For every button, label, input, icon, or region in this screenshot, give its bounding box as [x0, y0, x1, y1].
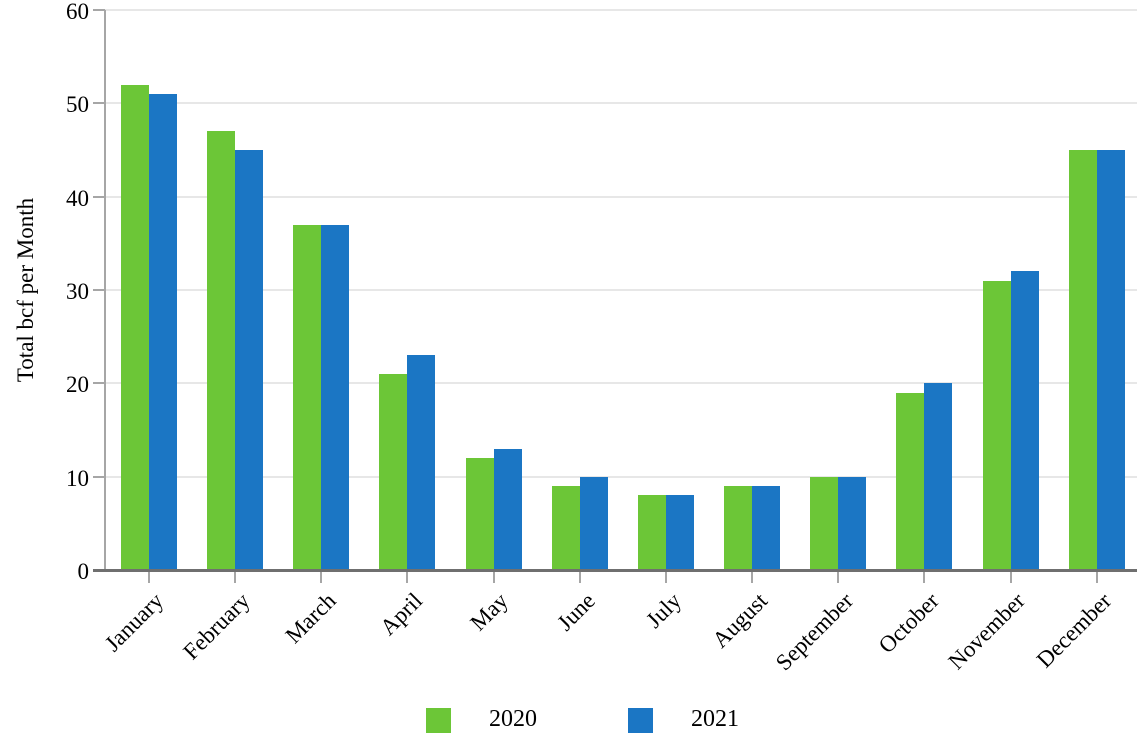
bar-2021-december	[1096, 150, 1125, 570]
y-tick-label-40: 40	[66, 185, 89, 211]
y-tick-label-60: 60	[66, 0, 89, 24]
x-tick-december	[1095, 570, 1098, 583]
bar-2021-november	[1010, 271, 1039, 570]
bar-2020-october	[896, 392, 925, 570]
bar-2021-october	[924, 383, 953, 570]
bar-2020-april	[379, 374, 408, 570]
x-tick-may	[492, 570, 495, 583]
x-tick-label-february: February	[178, 588, 255, 665]
gridline-20	[105, 382, 1137, 385]
bar-2021-june	[579, 476, 608, 570]
x-tick-label-may: May	[465, 588, 514, 636]
bar-2020-july	[637, 495, 666, 570]
y-tick-50	[93, 102, 105, 105]
bar-2020-september	[810, 476, 839, 570]
legend-label-2021: 2021	[691, 706, 739, 732]
y-tick-30	[93, 289, 105, 291]
bar-2021-january	[149, 94, 177, 570]
gridline-60	[105, 9, 1137, 11]
x-tick-label-june: June	[551, 588, 600, 636]
x-tick-label-october: October	[873, 588, 945, 659]
legend-swatch-2020	[426, 708, 451, 733]
gridline-30	[105, 289, 1137, 291]
x-tick-label-april: April	[375, 588, 428, 641]
x-tick-november	[1009, 570, 1012, 583]
x-tick-august	[751, 570, 754, 583]
bar-2021-july	[665, 495, 694, 570]
bar-2021-march	[321, 224, 350, 570]
y-tick-label-30: 30	[66, 279, 89, 304]
bar-2020-august	[724, 486, 753, 570]
y-tick-10	[93, 475, 105, 478]
y-tick-label-20: 20	[66, 372, 89, 398]
x-tick-october	[923, 570, 926, 583]
bar-2021-february	[235, 150, 264, 570]
bar-2020-march	[293, 224, 322, 570]
y-axis-line	[104, 10, 106, 572]
bar-2020-february	[207, 131, 236, 570]
x-tick-january	[148, 570, 150, 583]
bar-2020-november	[982, 280, 1011, 570]
bar-2020-june	[551, 486, 580, 570]
x-tick-february	[234, 570, 237, 583]
x-tick-april	[406, 570, 409, 583]
x-tick-july	[664, 570, 667, 583]
x-tick-june	[578, 570, 581, 583]
x-tick-label-august: August	[707, 588, 772, 653]
bar-2021-september	[838, 476, 867, 570]
gridline-10	[105, 475, 1137, 478]
gridline-40	[105, 195, 1137, 198]
bar-2021-may	[493, 448, 522, 570]
x-tick-label-march: March	[280, 588, 341, 649]
x-tick-march	[320, 570, 323, 583]
bar-2021-august	[752, 486, 781, 570]
x-tick-label-july: July	[640, 588, 686, 633]
y-tick-label-10: 10	[66, 465, 89, 491]
bar-2020-december	[1068, 150, 1097, 570]
y-tick-label-50: 50	[66, 92, 89, 118]
x-tick-label-january: January	[100, 588, 169, 657]
y-tick-label-0: 0	[77, 559, 90, 584]
y-tick-60	[93, 9, 105, 11]
x-tick-september	[837, 570, 840, 583]
bar-2020-may	[465, 458, 494, 570]
bar-2020-january	[121, 84, 149, 570]
x-tick-label-december: December	[1031, 588, 1117, 673]
x-axis-line	[93, 569, 1137, 572]
x-tick-label-november: November	[943, 588, 1031, 675]
y-tick-20	[93, 382, 105, 385]
y-tick-40	[93, 195, 105, 198]
x-tick-label-september: September	[770, 588, 858, 676]
legend-swatch-2021	[628, 708, 653, 733]
bar-2021-april	[407, 355, 436, 570]
gridline-50	[105, 102, 1137, 105]
legend-label-2020: 2020	[489, 706, 537, 732]
